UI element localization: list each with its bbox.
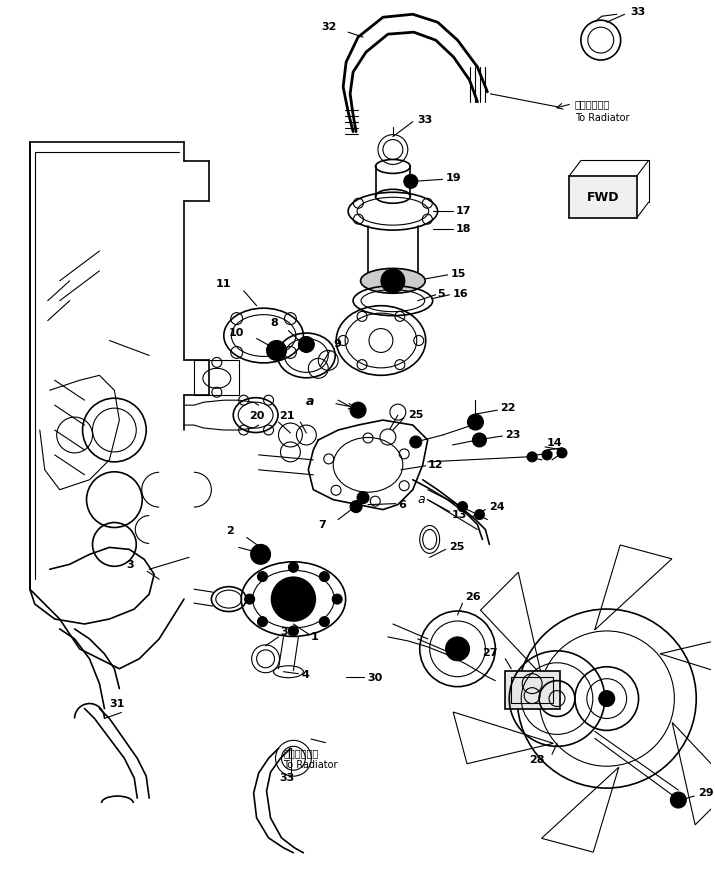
Text: 22: 22 [500, 403, 516, 413]
Circle shape [381, 269, 405, 293]
Bar [506, 671, 560, 708]
Text: 15: 15 [450, 269, 466, 279]
Polygon shape [672, 722, 715, 825]
Text: 4: 4 [302, 670, 310, 680]
Text: 17: 17 [455, 206, 471, 216]
Text: a: a [418, 493, 425, 506]
Circle shape [288, 562, 298, 573]
Circle shape [445, 637, 470, 660]
Text: 20: 20 [250, 411, 265, 421]
Circle shape [410, 436, 422, 448]
Text: a: a [306, 395, 315, 408]
Circle shape [475, 509, 484, 520]
Text: 21: 21 [279, 411, 295, 421]
Text: 33: 33 [279, 773, 294, 783]
Text: 33: 33 [280, 627, 296, 637]
Text: 8: 8 [271, 317, 279, 328]
Text: 18: 18 [455, 224, 471, 234]
Circle shape [557, 448, 567, 458]
Circle shape [458, 501, 468, 512]
Text: FWD: FWD [586, 191, 619, 203]
Ellipse shape [360, 269, 425, 293]
Polygon shape [453, 712, 553, 764]
Text: 14: 14 [547, 438, 563, 448]
Circle shape [350, 402, 366, 418]
Text: ラジエータへ: ラジエータへ [283, 748, 319, 759]
Circle shape [542, 450, 552, 460]
Text: 30: 30 [367, 673, 383, 683]
Text: 25: 25 [408, 410, 423, 420]
Circle shape [404, 175, 418, 189]
Circle shape [598, 691, 615, 706]
Bar [569, 176, 636, 218]
Circle shape [257, 572, 267, 581]
Circle shape [267, 341, 287, 361]
Text: 7: 7 [318, 520, 326, 529]
Text: 11: 11 [215, 279, 231, 289]
Text: 28: 28 [530, 755, 545, 766]
Text: To Radiator: To Radiator [283, 760, 338, 770]
Text: 10: 10 [228, 328, 244, 337]
Circle shape [350, 501, 362, 513]
Text: 23: 23 [506, 430, 521, 440]
Text: 27: 27 [482, 647, 498, 658]
Circle shape [468, 415, 483, 430]
Text: 33: 33 [631, 7, 646, 17]
Circle shape [357, 492, 369, 504]
Circle shape [245, 594, 255, 604]
Circle shape [671, 792, 686, 808]
Circle shape [282, 587, 305, 611]
Circle shape [272, 577, 315, 621]
Text: 32: 32 [321, 23, 336, 32]
Text: 25: 25 [450, 542, 465, 553]
Polygon shape [541, 767, 618, 852]
Text: 12: 12 [428, 460, 443, 470]
Circle shape [298, 336, 315, 353]
Text: 24: 24 [489, 501, 505, 512]
Text: 6: 6 [398, 500, 405, 509]
Circle shape [320, 572, 330, 581]
Text: 1: 1 [310, 632, 318, 642]
Text: 2: 2 [226, 527, 234, 536]
Text: 19: 19 [445, 174, 461, 183]
Circle shape [257, 617, 267, 627]
Text: 31: 31 [109, 699, 125, 708]
Polygon shape [595, 545, 672, 630]
Polygon shape [480, 573, 541, 674]
Circle shape [251, 544, 270, 564]
Text: 26: 26 [465, 592, 481, 602]
Bar [511, 677, 553, 702]
Circle shape [332, 594, 342, 604]
Text: 9: 9 [333, 340, 341, 349]
Circle shape [473, 433, 486, 447]
Text: To Radiator: To Radiator [575, 113, 629, 123]
Text: 16: 16 [453, 289, 468, 299]
Circle shape [320, 617, 330, 627]
Polygon shape [660, 634, 715, 685]
Text: 3: 3 [127, 561, 134, 570]
Text: 33: 33 [418, 115, 433, 124]
Circle shape [527, 452, 537, 461]
Text: 13: 13 [452, 509, 467, 520]
Circle shape [288, 626, 298, 636]
Text: ラジエータへ: ラジエータへ [575, 99, 610, 109]
Text: 29: 29 [699, 788, 714, 798]
Text: 5: 5 [438, 289, 445, 299]
